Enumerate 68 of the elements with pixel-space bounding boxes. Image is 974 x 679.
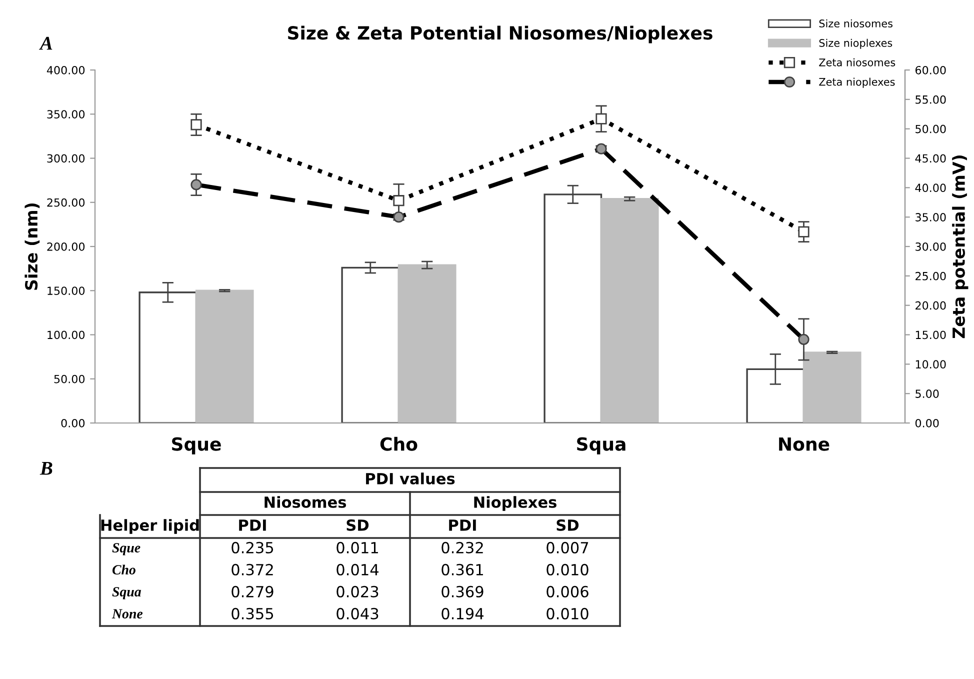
data-label: 0.361	[442, 564, 483, 576]
data-label: 0.355	[232, 608, 274, 620]
y2-tick-label: 0.00	[915, 418, 939, 428]
x-tick-label: Cho	[380, 436, 418, 451]
x-tick-label: SD	[556, 519, 579, 531]
legend-label: Size nioplexes	[819, 38, 892, 49]
legend-label: Size niosomes	[819, 19, 892, 28]
y2-tick-label: 20.00	[916, 301, 946, 310]
data-label: 0.372	[232, 564, 273, 576]
data-label: 0.235	[232, 542, 274, 554]
y-axis-title: Size (nm)	[24, 203, 40, 290]
text: Niosomes	[264, 496, 346, 508]
x-tick-label: None	[779, 437, 830, 451]
y-tick-label: 300.00	[47, 154, 85, 163]
legend-label: Zeta nioplexes	[819, 78, 895, 88]
y2-tick-label: 10.00	[916, 360, 946, 369]
y-tick-label: 350.00	[47, 110, 85, 119]
legend-label: Zeta niosomes	[819, 58, 896, 66]
y2-tick-label: 60.00	[916, 66, 946, 74]
y2-tick-label: 50.00	[916, 124, 946, 134]
y-tick-label: Sque	[112, 543, 140, 556]
text: A	[38, 36, 52, 50]
data-label: 0.369	[442, 586, 484, 598]
y2-tick-label: 25.00	[916, 272, 946, 280]
data-label: 0.194	[442, 608, 484, 620]
y-tick-label: Squa	[112, 587, 142, 600]
data-label: 0.011	[336, 542, 378, 554]
y-tick-label: 400.00	[46, 66, 85, 74]
bar	[398, 264, 456, 423]
data-label: 0.014	[336, 564, 379, 576]
y-tick-label: 150.00	[48, 286, 85, 296]
bar	[802, 352, 862, 423]
data-label: 0.279	[232, 586, 274, 598]
y2-tick-label: 55.00	[916, 95, 946, 104]
y-tick-label: 200.00	[47, 242, 85, 251]
y2-tick-label: 35.00	[916, 213, 946, 222]
y-tick-label: Cho	[112, 564, 136, 574]
bar	[195, 290, 254, 423]
chart-title: PDI values	[366, 472, 455, 484]
data-label: 0.232	[442, 542, 483, 554]
bar	[341, 266, 400, 423]
text: Nioplexes	[474, 496, 556, 511]
bar	[600, 198, 659, 423]
data-label: 0.010	[546, 608, 588, 620]
y2-tick-label: 40.00	[915, 184, 946, 192]
x-tick-label: PDI	[449, 520, 476, 531]
text: B	[40, 462, 52, 475]
data-label: 0.023	[336, 586, 378, 598]
y-tick-label: 250.00	[47, 198, 85, 207]
y2-tick-label: 15.00	[916, 330, 946, 340]
data-label: 0.006	[546, 586, 588, 598]
y-tick-label: 100.00	[48, 330, 85, 340]
y-tick-label: 50.00	[54, 374, 85, 384]
y2-tick-label: 45.00	[915, 154, 946, 163]
y-tick-label: 0.00	[61, 418, 85, 428]
y2-tick-label: 30.00	[916, 242, 946, 251]
x-tick-label: SD	[346, 519, 369, 531]
y-tick-label: None	[112, 609, 143, 618]
data-label: 0.007	[546, 542, 588, 554]
y2-axis-title: Zeta potential (mV)	[952, 156, 968, 338]
data-label: 0.010	[546, 564, 588, 576]
y2-tick-label: 5.00	[916, 390, 939, 398]
x-tick-label: Squa	[577, 437, 626, 454]
text: Helper lipid	[101, 519, 199, 534]
x-tick-label: Sque	[172, 437, 221, 454]
x-tick-label: PDI	[239, 520, 266, 531]
chart-title: Size & Zeta Potential Niosomes/Nioplexes	[288, 26, 712, 44]
data-label: 0.043	[336, 608, 378, 620]
